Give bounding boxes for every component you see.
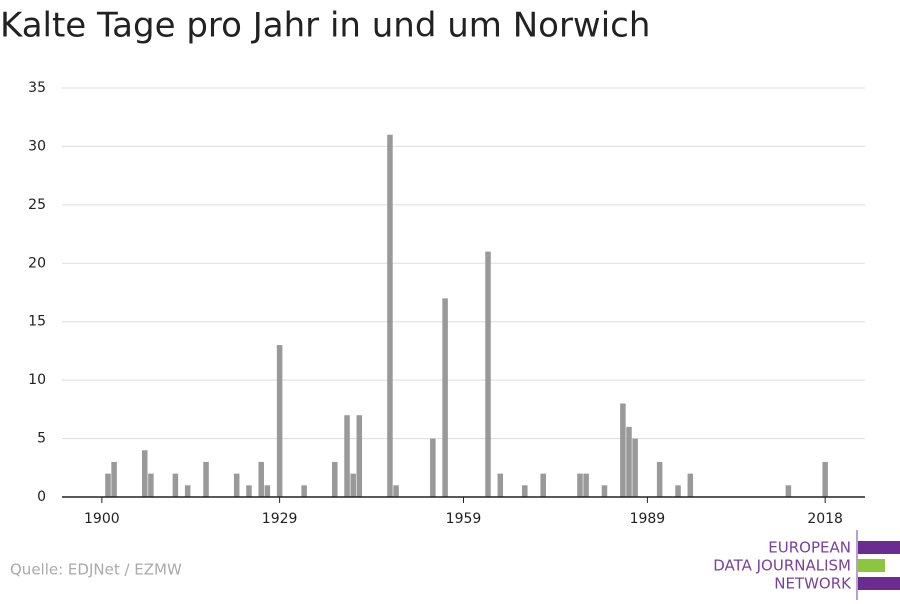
x-tick-label: 1900 <box>84 511 120 527</box>
logo-bar <box>858 559 885 572</box>
bar <box>332 461 338 497</box>
bar <box>601 485 608 497</box>
bar <box>246 485 252 497</box>
bar <box>675 485 681 497</box>
x-tick-label: 2018 <box>807 511 843 527</box>
bar <box>148 473 154 497</box>
bar <box>822 461 828 497</box>
y-tick-label: 0 <box>37 489 46 505</box>
x-tick-label: 1929 <box>262 511 298 527</box>
chart-title: Kalte Tage pro Jahr in und um Norwich <box>0 6 650 46</box>
y-tick-label: 35 <box>28 80 46 96</box>
bar <box>687 473 694 497</box>
bar <box>393 485 399 497</box>
bar <box>577 473 583 497</box>
bar <box>626 426 632 497</box>
y-tick-label: 30 <box>28 138 46 154</box>
source: Quelle: EDJNet / EZMW <box>10 561 182 579</box>
bar <box>485 251 491 497</box>
bar <box>203 461 209 497</box>
bar <box>430 438 436 497</box>
logo-text: NETWORK <box>774 575 852 593</box>
y-tick-label: 20 <box>28 255 46 271</box>
logo-text: DATA JOURNALISM <box>713 557 851 575</box>
bar <box>442 298 448 497</box>
bar <box>276 345 283 497</box>
bar <box>497 473 504 497</box>
bar <box>620 403 626 497</box>
bar <box>656 461 663 497</box>
bar <box>344 415 350 497</box>
bar <box>350 473 356 497</box>
bar <box>301 485 307 497</box>
logo-bar <box>858 541 900 554</box>
bar <box>141 450 148 497</box>
bar <box>105 473 111 497</box>
y-tick-label: 15 <box>28 314 46 330</box>
bar <box>172 473 179 497</box>
bar <box>233 473 240 497</box>
y-tick-label: 5 <box>37 431 46 447</box>
y-tick-label: 25 <box>28 197 46 213</box>
x-tick-label: 1989 <box>630 511 666 527</box>
bar <box>258 461 264 497</box>
bar <box>785 485 792 497</box>
bar <box>184 485 191 497</box>
bar <box>387 134 393 497</box>
bar <box>264 485 271 497</box>
logo-bar <box>858 577 900 590</box>
x-tick-label: 1959 <box>446 511 482 527</box>
bar <box>522 485 528 497</box>
y-tick-label: 10 <box>28 372 46 388</box>
bar <box>356 415 363 497</box>
bar <box>632 438 638 497</box>
logo-text: EUROPEAN <box>768 539 851 557</box>
bar <box>111 461 117 497</box>
bar <box>583 473 589 497</box>
logo: EUROPEAN DATA JOURNALISM NETWORK <box>713 530 900 600</box>
bar <box>540 473 546 497</box>
